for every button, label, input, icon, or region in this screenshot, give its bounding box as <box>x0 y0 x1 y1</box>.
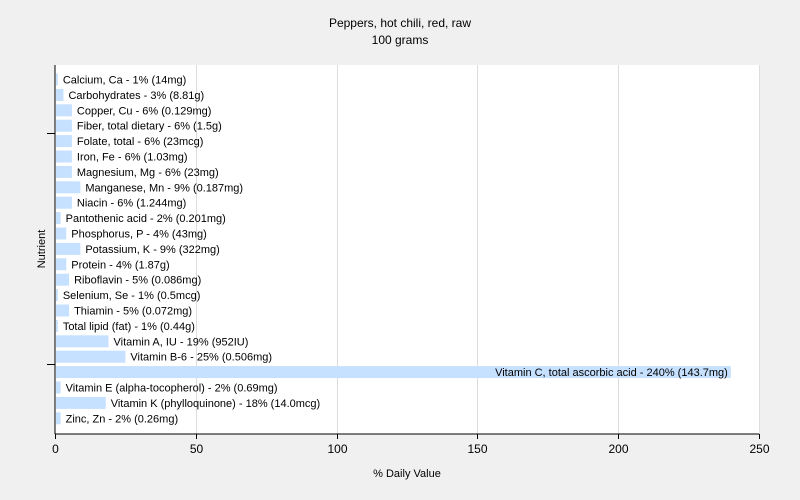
y-axis-label: Nutrient <box>36 230 48 269</box>
data-label-6: Magnesium, Mg - 6% (23mg) <box>77 167 219 179</box>
bar-9 <box>56 212 61 225</box>
data-label-1: Carbohydrates - 3% (8.81g) <box>68 90 204 102</box>
bar-15 <box>56 304 70 317</box>
x-tick-label-200: 200 <box>608 442 628 456</box>
bar-14 <box>56 289 58 302</box>
data-label-4: Folate, total - 6% (23mcg) <box>77 136 204 148</box>
data-label-8: Niacin - 6% (1.244mg) <box>77 198 186 210</box>
bar-13 <box>56 273 70 286</box>
data-label-20: Vitamin E (alpha-tocopherol) - 2% (0.69m… <box>66 383 278 395</box>
x-tick-label-0: 0 <box>52 442 59 456</box>
y-axis-ticks <box>47 133 55 365</box>
data-label-16: Total lipid (fat) - 1% (0.44g) <box>63 321 195 333</box>
bar-11 <box>56 242 81 255</box>
x-axis-label: % Daily Value <box>373 468 441 480</box>
x-tick-label-150: 150 <box>467 442 487 456</box>
bar-7 <box>56 181 81 194</box>
data-label-15: Thiamin - 5% (0.072mg) <box>74 306 192 318</box>
data-label-13: Riboflavin - 5% (0.086mg) <box>74 275 201 287</box>
bar-4 <box>56 135 72 148</box>
data-label-3: Fiber, total dietary - 6% (1.5g) <box>77 121 222 133</box>
bar-3 <box>56 119 72 132</box>
bar-0 <box>56 73 58 86</box>
bar-2 <box>56 104 72 117</box>
bar-12 <box>56 258 67 271</box>
chart-subtitle: 100 grams <box>372 33 429 47</box>
data-label-19: Vitamin C, total ascorbic acid - 240% (1… <box>495 367 728 379</box>
bar-18 <box>56 350 126 363</box>
data-label-7: Manganese, Mn - 9% (0.187mg) <box>85 182 243 194</box>
data-label-22: Zinc, Zn - 2% (0.26mg) <box>66 413 178 425</box>
data-labels: Calcium, Ca - 1% (14mg) Carbohydrates - 3… <box>63 75 728 426</box>
x-tick-label-250: 250 <box>749 442 769 456</box>
bar-16 <box>56 319 58 332</box>
bar-21 <box>56 396 106 409</box>
data-label-5: Iron, Fe - 6% (1.03mg) <box>77 152 188 164</box>
x-tick-label-100: 100 <box>327 442 347 456</box>
x-axis-ticks: 0 50 100 150 200 250 <box>52 434 770 456</box>
data-label-2: Copper, Cu - 6% (0.129mg) <box>77 105 212 117</box>
data-label-21: Vitamin K (phylloquinone) - 18% (14.0mcg… <box>111 398 321 410</box>
bar-19 <box>56 366 731 379</box>
data-label-12: Protein - 4% (1.87g) <box>71 259 169 271</box>
bar-8 <box>56 196 72 209</box>
data-label-17: Vitamin A, IU - 19% (952IU) <box>114 336 249 348</box>
bar-1 <box>56 88 64 101</box>
bar-10 <box>56 227 67 240</box>
data-label-14: Selenium, Se - 1% (0.5mcg) <box>63 290 201 302</box>
bar-6 <box>56 165 72 178</box>
data-label-11: Potassium, K - 9% (322mg) <box>85 244 220 256</box>
data-label-18: Vitamin B-6 - 25% (0.506mg) <box>130 352 272 364</box>
data-label-0: Calcium, Ca - 1% (14mg) <box>63 75 186 87</box>
data-label-10: Phosphorus, P - 4% (43mg) <box>71 229 207 241</box>
bar-20 <box>56 381 61 394</box>
bars <box>56 73 731 425</box>
bar-22 <box>56 412 61 425</box>
x-tick-label-50: 50 <box>190 442 204 456</box>
chart-title: Peppers, hot chili, red, raw <box>329 16 471 30</box>
data-label-9: Pantothenic acid - 2% (0.201mg) <box>66 213 226 225</box>
bar-17 <box>56 335 109 348</box>
bar-5 <box>56 150 72 163</box>
